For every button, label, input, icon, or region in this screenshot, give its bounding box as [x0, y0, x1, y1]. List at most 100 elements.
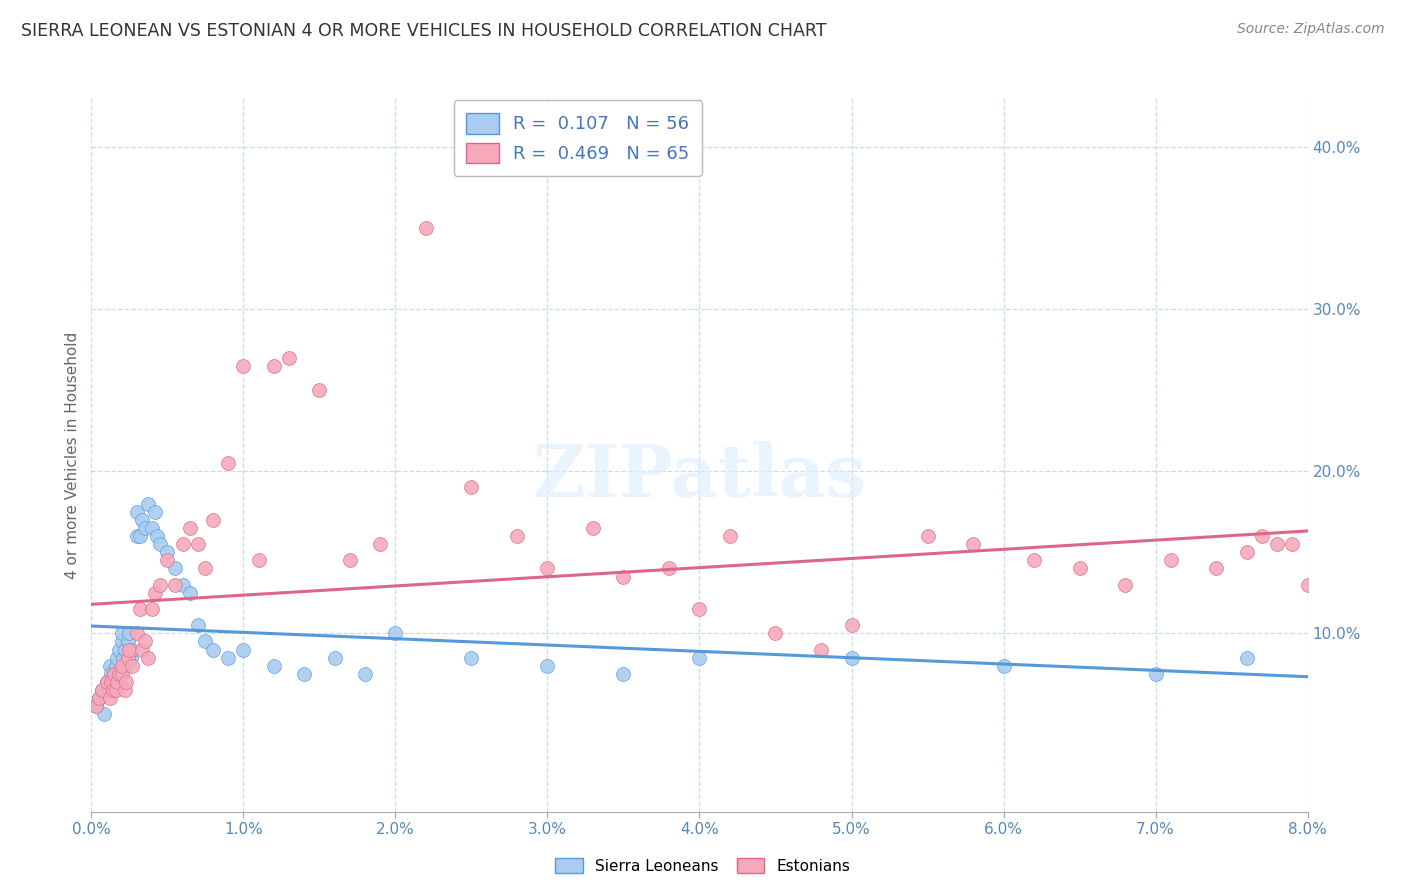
Point — [87, 691, 110, 706]
Point — [232, 642, 254, 657]
Point — [91, 683, 114, 698]
Point — [117, 634, 139, 648]
Point — [121, 642, 143, 657]
Point — [84, 699, 107, 714]
Point — [247, 553, 270, 567]
Point — [460, 650, 482, 665]
Point — [163, 561, 186, 575]
Legend: R =  0.107   N = 56, R =  0.469   N = 65: R = 0.107 N = 56, R = 0.469 N = 65 — [454, 100, 702, 176]
Point — [114, 642, 136, 657]
Point — [536, 658, 558, 673]
Point — [105, 675, 128, 690]
Point — [111, 666, 134, 681]
Text: SIERRA LEONEAN VS ESTONIAN 4 OR MORE VEHICLES IN HOUSEHOLD CORRELATION CHART: SIERRA LEONEAN VS ESTONIAN 4 OR MORE VEH… — [21, 22, 827, 40]
Point — [156, 545, 179, 559]
Point — [1114, 577, 1136, 591]
Point — [1236, 650, 1258, 665]
Point — [292, 666, 315, 681]
Point — [103, 666, 125, 681]
Point — [179, 521, 201, 535]
Point — [202, 642, 225, 657]
Point — [308, 383, 330, 397]
Point — [536, 561, 558, 575]
Point — [87, 691, 110, 706]
Point — [993, 658, 1015, 673]
Y-axis label: 4 or more Vehicles in Household: 4 or more Vehicles in Household — [65, 331, 80, 579]
Point — [149, 537, 172, 551]
Point — [163, 577, 186, 591]
Point — [121, 658, 143, 673]
Point — [104, 683, 127, 698]
Point — [136, 497, 159, 511]
Point — [129, 529, 152, 543]
Point — [149, 577, 172, 591]
Point — [217, 456, 239, 470]
Point — [841, 650, 863, 665]
Point — [1296, 577, 1319, 591]
Point — [172, 577, 194, 591]
Point — [115, 675, 138, 690]
Point — [134, 521, 156, 535]
Point — [131, 642, 153, 657]
Point — [415, 220, 437, 235]
Legend: Sierra Leoneans, Estonians: Sierra Leoneans, Estonians — [550, 852, 856, 880]
Point — [120, 650, 142, 665]
Point — [118, 626, 141, 640]
Point — [98, 691, 121, 706]
Point — [91, 683, 114, 698]
Point — [101, 683, 124, 698]
Point — [278, 351, 301, 365]
Point — [263, 359, 285, 373]
Point — [384, 626, 406, 640]
Text: ZIPatlas: ZIPatlas — [533, 441, 866, 512]
Point — [179, 586, 201, 600]
Point — [115, 658, 138, 673]
Point — [339, 553, 361, 567]
Point — [96, 675, 118, 690]
Point — [187, 618, 209, 632]
Point — [1205, 561, 1227, 575]
Point — [141, 521, 163, 535]
Point — [143, 586, 166, 600]
Point — [111, 626, 134, 640]
Point — [718, 529, 741, 543]
Point — [134, 634, 156, 648]
Point — [460, 480, 482, 494]
Point — [765, 626, 787, 640]
Point — [110, 675, 132, 690]
Point — [96, 675, 118, 690]
Point — [368, 537, 391, 551]
Point — [1022, 553, 1045, 567]
Point — [104, 658, 127, 673]
Point — [194, 634, 217, 648]
Point — [841, 618, 863, 632]
Point — [354, 666, 377, 681]
Point — [1251, 529, 1274, 543]
Point — [111, 658, 134, 673]
Point — [117, 650, 139, 665]
Point — [103, 666, 125, 681]
Point — [129, 602, 152, 616]
Point — [612, 569, 634, 583]
Point — [810, 642, 832, 657]
Point — [100, 675, 122, 690]
Point — [145, 529, 167, 543]
Point — [96, 683, 118, 698]
Point — [1069, 561, 1091, 575]
Point — [125, 505, 148, 519]
Point — [111, 634, 134, 648]
Point — [172, 537, 194, 551]
Point — [93, 707, 115, 722]
Point — [101, 683, 124, 698]
Point — [114, 683, 136, 698]
Point — [612, 666, 634, 681]
Point — [1265, 537, 1288, 551]
Point — [103, 675, 125, 690]
Point — [1236, 545, 1258, 559]
Point — [84, 699, 107, 714]
Point — [232, 359, 254, 373]
Point — [136, 650, 159, 665]
Point — [125, 626, 148, 640]
Point — [323, 650, 346, 665]
Point — [962, 537, 984, 551]
